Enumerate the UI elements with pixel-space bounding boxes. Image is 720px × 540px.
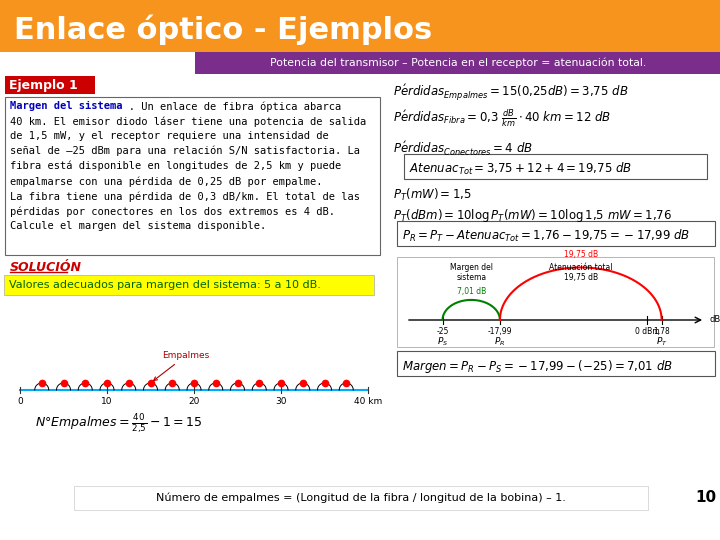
Text: SOLUCIÓN: SOLUCIÓN	[10, 261, 82, 274]
Text: 19,75 dB: 19,75 dB	[564, 251, 598, 259]
Text: $P\acute{e}rdidas_{Conectores} = 4\ dB$: $P\acute{e}rdidas_{Conectores} = 4\ dB$	[393, 140, 533, 158]
Text: 7,01 dB: 7,01 dB	[456, 287, 486, 295]
Text: 0 dBm: 0 dBm	[635, 327, 660, 336]
FancyBboxPatch shape	[195, 52, 720, 74]
Text: Empalmes: Empalmes	[153, 351, 210, 381]
FancyBboxPatch shape	[5, 76, 95, 94]
Text: $Margen = P_R - P_S = -17{,}99 - (-25) = 7{,}01\ dB$: $Margen = P_R - P_S = -17{,}99 - (-25) =…	[402, 358, 673, 375]
Text: 1,78: 1,78	[653, 327, 670, 336]
Text: $P_T(dBm) = 10\log P_T(mW) = 10\log 1{,}5\ mW = 1{,}76$: $P_T(dBm) = 10\log P_T(mW) = 10\log 1{,}…	[393, 207, 672, 224]
Text: $P_T(mW) = 1{,}5$: $P_T(mW) = 1{,}5$	[393, 187, 472, 203]
Text: 10: 10	[102, 397, 113, 406]
Text: . Un enlace de fibra óptica abarca
40 km. El emisor diodo láser tiene una potenc: . Un enlace de fibra óptica abarca 40 km…	[10, 101, 366, 231]
Text: Margen del
sistema: Margen del sistema	[450, 263, 492, 282]
Text: $P_S$: $P_S$	[437, 335, 448, 348]
Text: dBm: dBm	[710, 315, 720, 325]
FancyBboxPatch shape	[4, 275, 374, 295]
Text: 20: 20	[189, 397, 199, 406]
Text: $P_R = P_T - Atenuac_{Tot} = 1{,}76 - 19{,}75 = -17{,}99\ dB$: $P_R = P_T - Atenuac_{Tot} = 1{,}76 - 19…	[402, 228, 690, 244]
FancyBboxPatch shape	[403, 153, 706, 179]
FancyBboxPatch shape	[74, 486, 648, 510]
Text: -25: -25	[436, 327, 449, 336]
Text: Margen del sistema: Margen del sistema	[10, 101, 122, 111]
FancyBboxPatch shape	[397, 350, 714, 375]
Text: 30: 30	[275, 397, 287, 406]
Text: $N°Empalmes = \frac{40}{2{,}5} - 1 = 15$: $N°Empalmes = \frac{40}{2{,}5} - 1 = 15$	[35, 413, 202, 436]
Text: 10: 10	[696, 490, 716, 505]
Text: $P_R$: $P_R$	[494, 335, 505, 348]
FancyBboxPatch shape	[397, 257, 714, 347]
Text: $P_T$: $P_T$	[656, 335, 667, 348]
Text: Potencia del transmisor – Potencia en el receptor = atenuación total.: Potencia del transmisor – Potencia en el…	[270, 58, 646, 68]
Text: Número de empalmes = (Longitud de la fibra / longitud de la bobina) – 1.: Número de empalmes = (Longitud de la fib…	[156, 492, 566, 503]
Text: 0: 0	[17, 397, 23, 406]
Text: 40 km: 40 km	[354, 397, 382, 406]
FancyBboxPatch shape	[5, 97, 380, 255]
Text: Ejemplo 1: Ejemplo 1	[9, 78, 78, 91]
Text: Enlace óptico - Ejemplos: Enlace óptico - Ejemplos	[14, 15, 432, 45]
Text: $Atenuac_{Tot} = 3{,}75 + 12 + 4 = 19{,}75\ dB$: $Atenuac_{Tot} = 3{,}75 + 12 + 4 = 19{,}…	[409, 161, 632, 177]
Text: Atenuación total
19,75 dB: Atenuación total 19,75 dB	[549, 263, 613, 282]
Text: $P\acute{e}rdidas_{Empalmes} = 15(0{,}25dB) = 3{,}75\ dB$: $P\acute{e}rdidas_{Empalmes} = 15(0{,}25…	[393, 82, 629, 102]
FancyBboxPatch shape	[397, 220, 714, 246]
Text: -17,99: -17,99	[487, 327, 512, 336]
Text: Valores adecuados para margen del sistema: 5 a 10 dB.: Valores adecuados para margen del sistem…	[9, 280, 321, 290]
FancyBboxPatch shape	[0, 0, 720, 52]
Text: $P\acute{e}rdidas_{Fibra} = 0{,}3\ \frac{dB}{km}\cdot40\ km = 12\ dB$: $P\acute{e}rdidas_{Fibra} = 0{,}3\ \frac…	[393, 107, 611, 129]
